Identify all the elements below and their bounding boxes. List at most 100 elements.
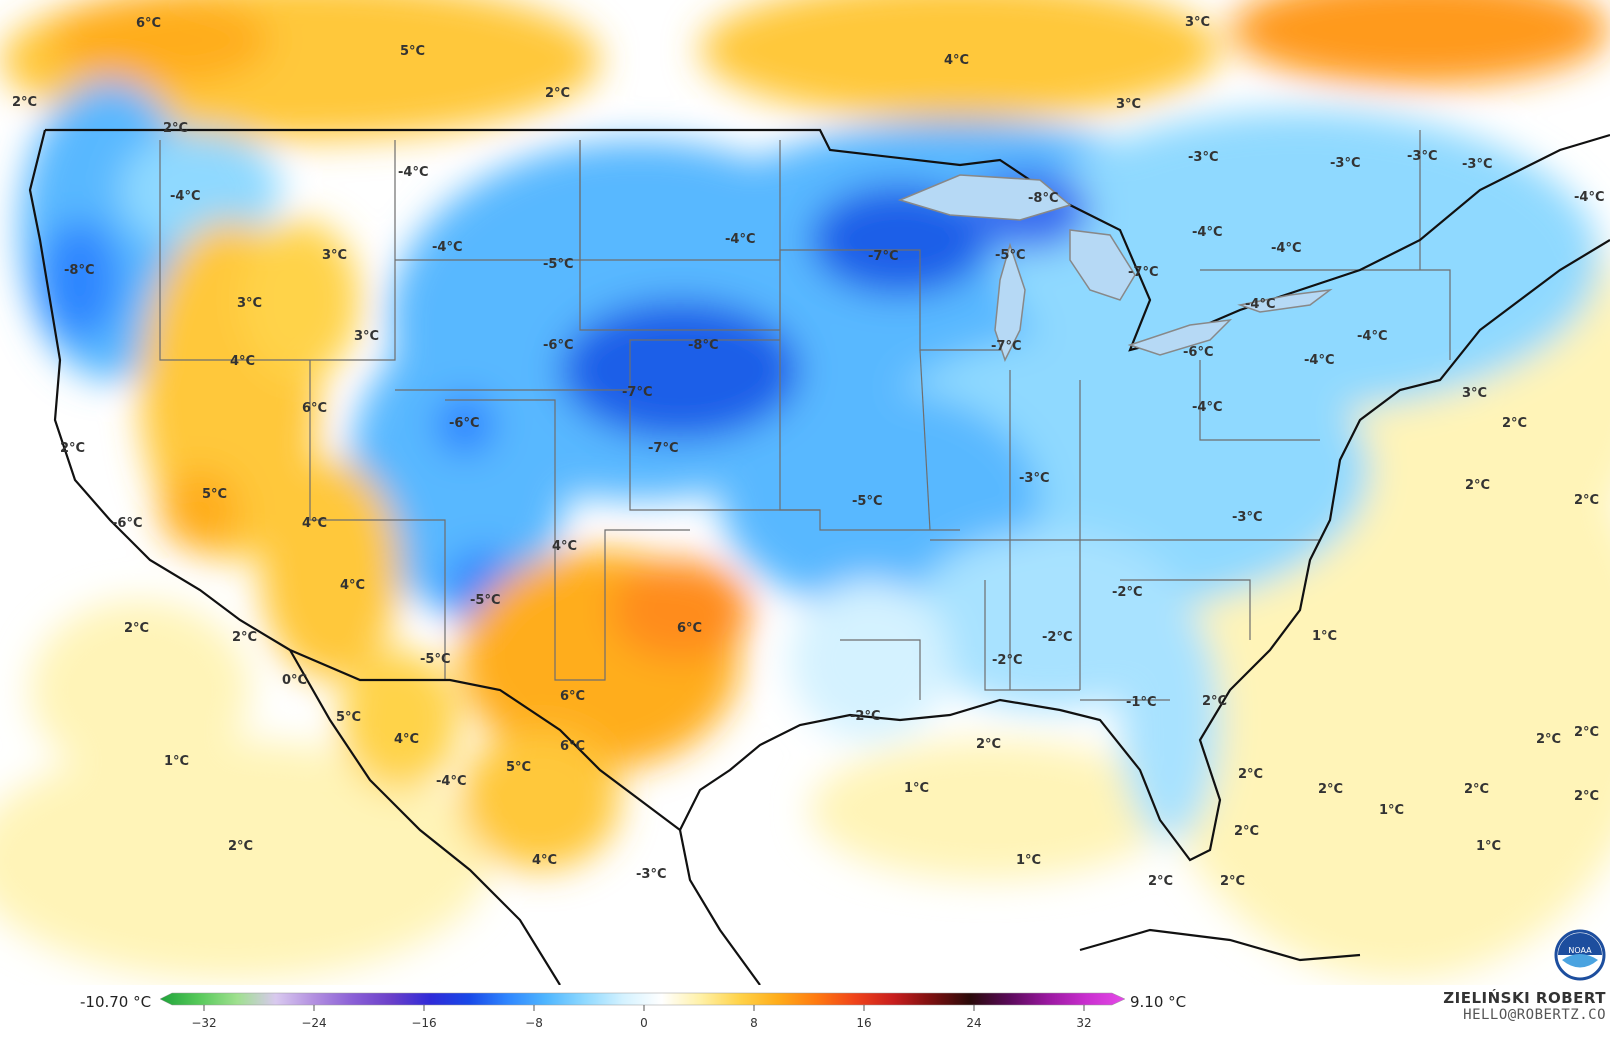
temp-label: -4°C: [725, 232, 755, 247]
temp-label: -5°C: [470, 593, 500, 608]
colorbar-tick-label: 8: [750, 1016, 758, 1030]
map-canvas: 6°C 5°C 2°C 2°C 2°C 4°C 3°C 3°C -4°C -4°…: [0, 0, 1610, 985]
temp-label: -3°C: [636, 867, 666, 882]
temp-label: 5°C: [336, 710, 361, 725]
temp-label: 4°C: [532, 853, 557, 868]
temp-label: 1°C: [1016, 853, 1041, 868]
temp-label: -6°C: [449, 416, 479, 431]
author-credit: ZIELIŃSKI ROBERT HELLO@ROBERTZ.CO: [1443, 989, 1606, 1023]
temp-label: 6°C: [560, 689, 585, 704]
legend-max-value: 9.10 °C: [1130, 993, 1186, 1011]
colorbar-tick-label: −32: [191, 1016, 216, 1030]
colorbar-tick-label: 16: [856, 1016, 871, 1030]
temp-label: -5°C: [420, 652, 450, 667]
noaa-logo-text: NOAA: [1568, 946, 1592, 955]
temp-label: 2°C: [1574, 789, 1599, 804]
temp-label: 2°C: [1148, 874, 1173, 889]
temp-label: -6°C: [543, 338, 573, 353]
temp-label: 3°C: [322, 248, 347, 263]
temp-label: 4°C: [302, 516, 327, 531]
temp-label: -1°C: [1126, 695, 1156, 710]
temp-label: 3°C: [1462, 386, 1487, 401]
temp-label: 4°C: [340, 578, 365, 593]
temp-label: 6°C: [302, 401, 327, 416]
temp-label: -4°C: [1304, 353, 1334, 368]
temp-label: -2°C: [1112, 585, 1142, 600]
temp-label: 5°C: [202, 487, 227, 502]
temp-label: 2°C: [1464, 782, 1489, 797]
temp-label: 6°C: [677, 621, 702, 636]
temp-label: -8°C: [1028, 191, 1058, 206]
noaa-logo: NOAA: [1554, 929, 1606, 981]
temp-label: 2°C: [1574, 493, 1599, 508]
colorbar-svg: -10.70 °C 9.10 °C −32 −24 −16 −8 0 8 16 …: [80, 992, 1186, 1030]
temp-label: 5°C: [506, 760, 531, 775]
temp-label: 2°C: [1465, 478, 1490, 493]
temperature-labels: 6°C 5°C 2°C 2°C 2°C 4°C 3°C 3°C -4°C -4°…: [12, 15, 1604, 889]
colorbar-tick-label: 32: [1076, 1016, 1091, 1030]
temperature-anomaly-map: 6°C 5°C 2°C 2°C 2°C 4°C 3°C 3°C -4°C -4°…: [0, 0, 1610, 985]
temp-label: 2°C: [1318, 782, 1343, 797]
temp-label: -4°C: [1574, 190, 1604, 205]
temp-label: -7°C: [648, 441, 678, 456]
temp-label: -6°C: [112, 516, 142, 531]
temp-label: 5°C: [400, 44, 425, 59]
temp-label: 1°C: [1476, 839, 1501, 854]
temp-label: 2°C: [1220, 874, 1245, 889]
footer-legend: -10.70 °C 9.10 °C −32 −24 −16 −8 0 8 16 …: [0, 985, 1610, 1035]
temp-label: -7°C: [868, 249, 898, 264]
temp-label: 2°C: [232, 630, 257, 645]
temp-label: -2°C: [992, 653, 1022, 668]
temp-label: -8°C: [688, 338, 718, 353]
anomaly-field: [0, 0, 1610, 980]
temp-label: 2°C: [1574, 725, 1599, 740]
legend-min-value: -10.70 °C: [80, 993, 151, 1011]
temp-label: 6°C: [560, 739, 585, 754]
colorbar-ticks: −32 −24 −16 −8 0 8 16 24 32: [191, 1005, 1092, 1030]
temp-label: -6°C: [1183, 345, 1213, 360]
temp-label: -4°C: [436, 774, 466, 789]
temp-label: 1°C: [1312, 629, 1337, 644]
colorbar-tick-label: −24: [301, 1016, 326, 1030]
temp-label: -4°C: [1271, 241, 1301, 256]
temp-label: -7°C: [991, 339, 1021, 354]
temp-label: 3°C: [1185, 15, 1210, 30]
temp-label: -2°C: [1042, 630, 1072, 645]
temp-label: -2°C: [850, 709, 880, 724]
temp-label: -3°C: [1188, 150, 1218, 165]
temp-label: 1°C: [1379, 803, 1404, 818]
colorbar-tick-label: 0: [640, 1016, 648, 1030]
author-name: ZIELIŃSKI ROBERT: [1443, 989, 1606, 1007]
temp-label: 3°C: [237, 296, 262, 311]
borders-coastline: [28, 128, 1610, 985]
temp-label: 0°C: [282, 673, 307, 688]
state-boundaries: [159, 130, 1451, 701]
temp-label: 2°C: [545, 86, 570, 101]
temp-label: -4°C: [432, 240, 462, 255]
temp-label: 4°C: [552, 539, 577, 554]
temp-label: -8°C: [64, 263, 94, 278]
temp-label: 2°C: [228, 839, 253, 854]
temp-label: 2°C: [1536, 732, 1561, 747]
temp-label: -5°C: [543, 257, 573, 272]
temp-label: 1°C: [164, 754, 189, 769]
temp-label: -3°C: [1462, 157, 1492, 172]
temp-label: 4°C: [394, 732, 419, 747]
temp-label: -4°C: [170, 189, 200, 204]
colorbar-tick-label: −16: [411, 1016, 436, 1030]
temp-label: -3°C: [1232, 510, 1262, 525]
temp-label: 4°C: [944, 53, 969, 68]
temp-label: -5°C: [995, 248, 1025, 263]
temp-label: 1°C: [904, 781, 929, 796]
temp-label: 3°C: [354, 329, 379, 344]
temp-label: 2°C: [12, 95, 37, 110]
temp-label: 2°C: [1202, 694, 1227, 709]
temp-label: 2°C: [1502, 416, 1527, 431]
temp-label: 2°C: [124, 621, 149, 636]
temp-label: -4°C: [398, 165, 428, 180]
temp-label: -4°C: [1192, 400, 1222, 415]
colorbar-tick-label: −8: [525, 1016, 543, 1030]
temp-label: 2°C: [60, 441, 85, 456]
temp-label: -4°C: [1357, 329, 1387, 344]
colorbar-tick-label: 24: [966, 1016, 981, 1030]
